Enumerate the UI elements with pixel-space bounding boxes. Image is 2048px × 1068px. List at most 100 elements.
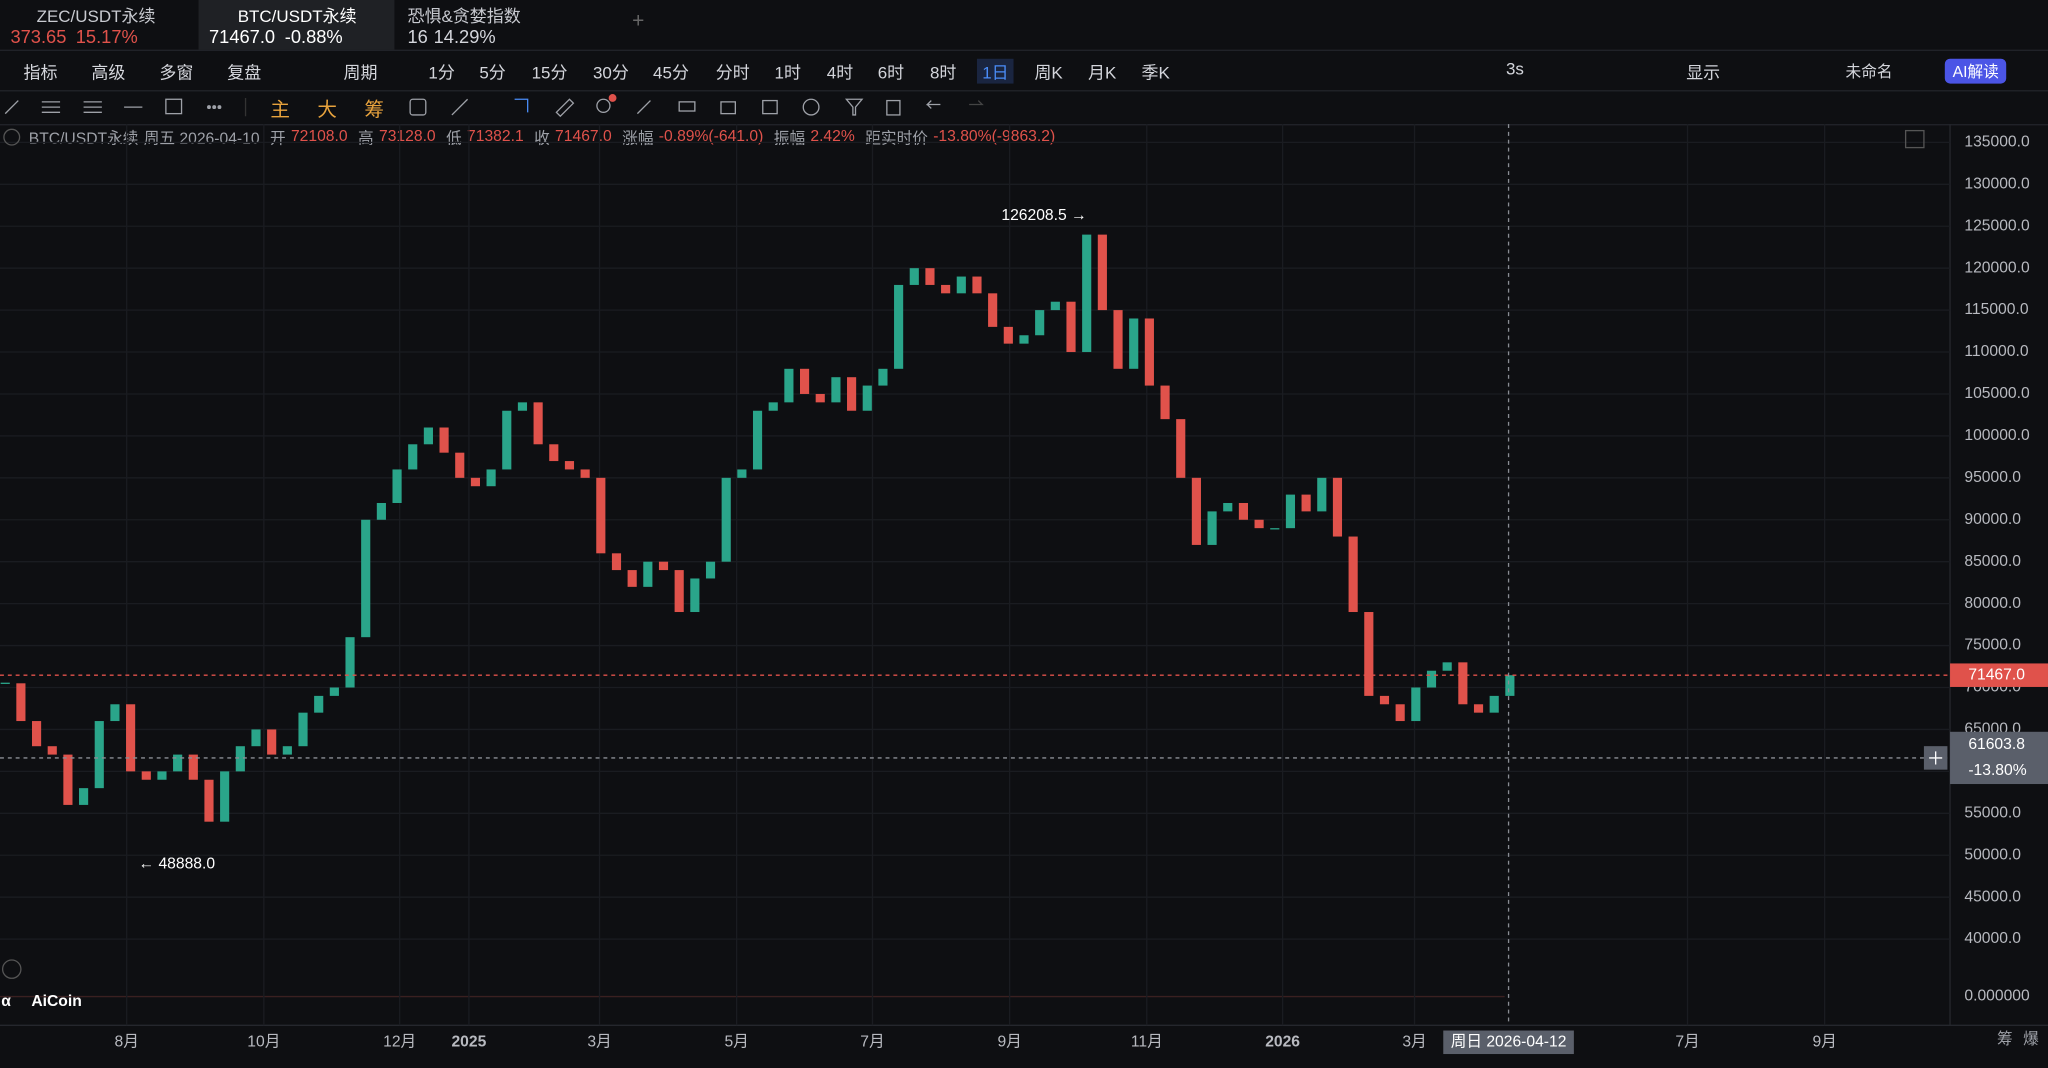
tab[interactable]: BTC/USDT永续 71467.0 -0.88% <box>198 0 395 50</box>
info-value: 71467.0 <box>555 126 612 145</box>
candle-body <box>1426 670 1437 688</box>
candle-body <box>1066 301 1076 353</box>
candle-body <box>1317 477 1327 512</box>
toolbar-item[interactable]: 1日 <box>976 58 1014 84</box>
candle-body <box>690 578 700 613</box>
candle-body <box>173 754 183 772</box>
brand-icon: α <box>1 993 11 1010</box>
candle-body <box>298 712 308 747</box>
candle-body <box>909 268 919 285</box>
candle-body <box>455 452 465 478</box>
info-symbol: BTC/USDT永续 <box>28 129 139 148</box>
draw-tool[interactable]: 大 <box>317 99 337 122</box>
y-tick-label: 135000.0 <box>1964 134 2030 151</box>
candle-body <box>126 704 136 772</box>
y-tick-label: 100000.0 <box>1964 427 2030 444</box>
candle-body <box>486 469 496 487</box>
candle-body <box>1505 675 1515 696</box>
cursor-date-bg <box>1443 1030 1574 1055</box>
candle-body <box>1160 385 1170 420</box>
candle-body <box>1082 234 1092 353</box>
candle-body <box>329 687 339 696</box>
price-tag-bg <box>1950 663 2048 687</box>
x-tick-label: 2025 <box>451 1033 486 1050</box>
tab-change: 14.29% <box>433 26 496 48</box>
candle-body <box>1207 511 1217 545</box>
toolbar: 指标 高级 多窗 复盘 周期 1分 5分 15分 30分 45分 分时 1时 4时 6时 8时 1日 周K 月K 季… <box>0 49 2048 92</box>
candle-body <box>188 754 198 780</box>
toolbar-item[interactable]: 分时 <box>715 62 750 83</box>
toolbar-item[interactable]: 5分 <box>479 62 506 83</box>
toolbar-item[interactable]: 45分 <box>653 62 689 83</box>
candle-body <box>251 729 261 747</box>
y-tick-label: 60000.0 <box>1964 763 2021 780</box>
toolbar-item[interactable]: 8时 <box>929 62 957 83</box>
candle-body <box>1191 477 1201 545</box>
toolbar-item[interactable]: 1时 <box>774 62 801 83</box>
toolbar-item[interactable]: 3s <box>1505 58 1524 79</box>
y-tick-label: 40000.0 <box>1964 930 2021 947</box>
add-tab[interactable]: + <box>632 10 645 33</box>
candle-body <box>63 754 73 805</box>
candle-body <box>1379 695 1390 705</box>
candle-body <box>110 704 120 722</box>
toolbar-item[interactable]: AI解读 <box>1944 58 2007 84</box>
tab-name: 恐惧&贪婪指数 <box>407 6 521 27</box>
candle-body <box>235 746 245 772</box>
tab[interactable]: ZEC/USDT永续 373.65 15.17% <box>0 0 196 50</box>
y-tick-label: 75000.0 <box>1964 637 2021 654</box>
candle-body <box>1270 528 1280 530</box>
candle-body <box>674 570 684 613</box>
draw-tool[interactable]: 主 <box>270 99 290 122</box>
x-tick-label: 9月 <box>997 1033 1021 1050</box>
candle-body <box>1332 477 1343 537</box>
toolbar-item[interactable]: 周期 <box>343 62 378 83</box>
candle-body <box>988 293 998 327</box>
candle-body <box>157 771 167 780</box>
x-tick-label: 2026 <box>1265 1033 1300 1050</box>
toolbar-item[interactable]: 季K <box>1141 62 1170 83</box>
toolbar-item[interactable]: 指标 <box>23 62 58 83</box>
candle-body <box>439 427 449 453</box>
x-tick-label: 7月 <box>1675 1033 1699 1050</box>
cursor-price: 61603.8 <box>1968 736 2025 753</box>
candle-body <box>768 402 778 411</box>
candle-body <box>1411 687 1421 722</box>
candle-body <box>1489 695 1499 713</box>
tab-change: -0.88% <box>284 26 343 48</box>
draw-tool[interactable]: 筹 <box>364 99 385 122</box>
candle-body <box>502 410 512 470</box>
toolbar-item[interactable]: 1分 <box>428 62 455 83</box>
x-tick-label: 3月 <box>1402 1033 1426 1050</box>
toolbar-item[interactable]: 30分 <box>592 62 629 83</box>
candle-body <box>878 368 888 386</box>
info-label: 低 <box>446 129 462 148</box>
toolbar-item[interactable]: 未命名 <box>1845 62 1893 81</box>
candle-body <box>705 561 716 579</box>
toolbar-item[interactable]: 多窗 <box>159 62 194 83</box>
toolbar-item[interactable]: 4时 <box>826 62 854 83</box>
candle-body <box>925 268 935 285</box>
toolbar-item[interactable]: 月K <box>1087 62 1117 83</box>
candle-body <box>1019 335 1029 344</box>
candle-body <box>752 410 763 470</box>
info-value: 72108.0 <box>290 126 348 145</box>
candle-body <box>94 721 104 789</box>
tab[interactable]: 恐惧&贪婪指数 16 14.29% <box>397 0 593 50</box>
candle-body <box>1238 502 1248 520</box>
candle-body <box>282 746 292 755</box>
candle-body <box>1364 612 1374 696</box>
toolbar-item[interactable]: 15分 <box>531 62 568 83</box>
x-tick-label: 3月 <box>587 1033 611 1050</box>
candle-body <box>815 393 825 403</box>
draw-icons <box>4 94 984 118</box>
toolbar-item[interactable]: 高级 <box>91 62 126 83</box>
toolbar-item[interactable]: 周K <box>1034 62 1063 83</box>
candle-body <box>1348 536 1358 613</box>
y-tick-label: 65000.0 <box>1964 721 2021 738</box>
toolbar-item[interactable]: 显示 <box>1686 62 1721 83</box>
toolbar-item[interactable]: 6时 <box>877 62 905 83</box>
candle-body <box>627 570 637 587</box>
toolbar-item[interactable]: 复盘 <box>227 62 262 83</box>
x-tick-label: 8月 <box>115 1033 139 1050</box>
